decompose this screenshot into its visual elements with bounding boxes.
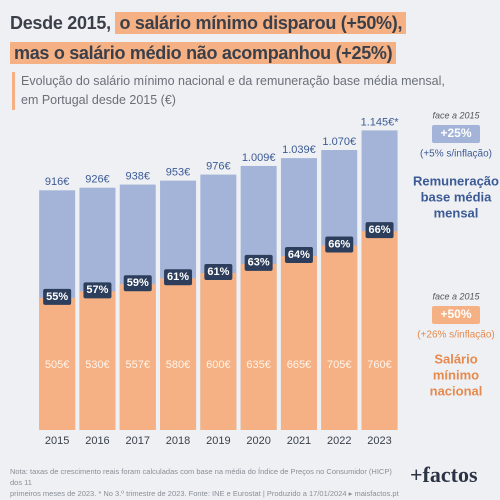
- legend-label: Remuneração: [413, 173, 499, 188]
- title-highlight: mas o salário médio não acompanhou (+25%…: [10, 42, 397, 64]
- value-label: 1.145€*: [361, 116, 400, 128]
- value-label: 938€: [126, 170, 150, 182]
- value-label: 916€: [45, 176, 69, 188]
- x-tick-label: 2019: [206, 435, 230, 447]
- value-label: 1.009€: [242, 152, 276, 164]
- value-label: 505€: [45, 359, 69, 371]
- bar: [361, 231, 398, 430]
- ratio-label: 61%: [167, 271, 189, 283]
- value-label: 580€: [166, 359, 190, 371]
- annotation-real: (+5% s/inflação): [420, 149, 492, 160]
- annotation-real: (+26% s/inflação): [417, 330, 495, 341]
- change-badge: [432, 125, 480, 143]
- annotation-change: +50%: [440, 307, 471, 321]
- title-highlight: o salário mínimo disparou (+50%),: [115, 12, 407, 34]
- ratio-badge: [244, 254, 273, 271]
- footnote: Nota: taxas de crescimento reais foram c…: [10, 466, 400, 499]
- value-label: 1.070€: [322, 136, 356, 148]
- bar: [119, 284, 156, 430]
- value-label: 665€: [287, 359, 311, 371]
- x-tick-label: 2017: [126, 435, 150, 447]
- value-label: 705€: [327, 359, 351, 371]
- change-badge: [432, 306, 480, 324]
- value-label: 760€: [367, 359, 391, 371]
- ratio-badge: [325, 236, 354, 253]
- legend-label: mínimo: [433, 367, 479, 382]
- ratio-badge: [83, 282, 112, 299]
- ratio-label: 55%: [46, 291, 68, 303]
- subtitle-line: Evolução do salário mínimo nacional e da…: [21, 74, 445, 88]
- bar: [160, 278, 197, 430]
- logo: +factos: [410, 462, 478, 487]
- value-label: 530€: [85, 359, 109, 371]
- x-tick-label: 2018: [166, 435, 190, 447]
- bar: [79, 291, 116, 430]
- ratio-badge: [284, 246, 313, 263]
- legend-label: base média: [421, 189, 493, 204]
- ratio-label: 63%: [248, 257, 270, 269]
- subtitle-line: em Portugal desde 2015 (€): [21, 93, 176, 107]
- bar: [280, 255, 317, 430]
- ratio-label: 61%: [207, 266, 229, 278]
- value-label: 635€: [246, 359, 270, 371]
- footnote-line: primeiros meses de 2023. * No 3.º trimes…: [10, 489, 399, 498]
- ratio-label: 66%: [328, 238, 350, 250]
- x-tick-label: 2021: [287, 435, 311, 447]
- value-label: 953€: [166, 167, 190, 179]
- ratio-badge: [164, 269, 193, 286]
- x-tick-label: 2016: [85, 435, 109, 447]
- value-label: 557€: [126, 359, 150, 371]
- x-tick-label: 2020: [246, 435, 270, 447]
- value-label: 976€: [206, 161, 230, 173]
- ratio-badge: [123, 275, 152, 292]
- annotation-note: face a 2015: [432, 291, 480, 301]
- x-tick-label: 2022: [327, 435, 351, 447]
- ratio-label: 64%: [288, 249, 310, 261]
- ratio-badge: [365, 222, 394, 239]
- legend-label: nacional: [430, 383, 483, 398]
- title-part: Desde 2015,: [10, 13, 111, 33]
- ratio-badge: [204, 264, 233, 280]
- annotation-change: +25%: [440, 126, 471, 140]
- value-label: 600€: [206, 359, 230, 371]
- ratio-label: 66%: [369, 224, 391, 236]
- footnote-line: Nota: taxas de crescimento reais foram c…: [10, 467, 392, 487]
- legend-label: mensal: [434, 205, 479, 220]
- ratio-label: 59%: [127, 277, 149, 289]
- subtitle: Evolução do salário mínimo nacional e da…: [12, 72, 491, 110]
- bar: [200, 273, 237, 430]
- bar: [240, 263, 277, 430]
- x-tick-label: 2023: [367, 435, 391, 447]
- legend-label: Salário: [434, 351, 477, 366]
- ratio-badge: [43, 288, 72, 305]
- value-label: 926€: [85, 174, 109, 186]
- value-label: 1.039€: [282, 144, 316, 156]
- bar: [39, 297, 76, 430]
- bar: [321, 245, 358, 430]
- annotation-note: face a 2015: [432, 110, 480, 120]
- ratio-label: 57%: [86, 284, 108, 296]
- x-tick-label: 2015: [45, 435, 69, 447]
- title: Desde 2015, o salário mínimo disparou (+…: [10, 8, 495, 68]
